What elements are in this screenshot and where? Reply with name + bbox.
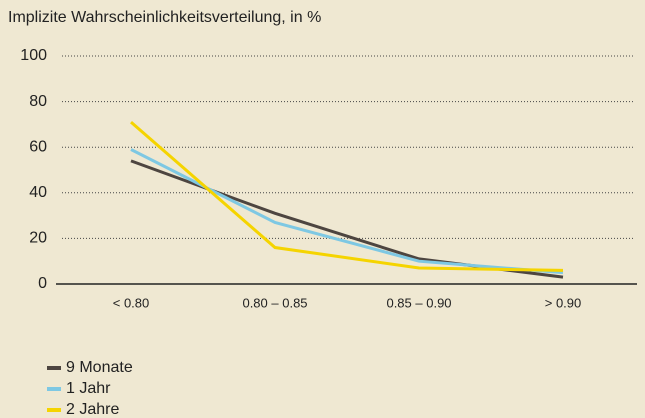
x-tick-label: 0.80 – 0.85 [242,295,307,310]
line-series [130,120,564,272]
chart-subtitle: Implizite Wahrscheinlichkeitsverteilung,… [8,9,321,26]
y-tick-label: 0 [38,275,47,292]
y-tick-label: 80 [29,93,47,110]
y-tick-label: 20 [29,230,47,247]
x-tick-label: < 0.80 [113,295,150,310]
legend-label: 2 Jahre [66,401,119,418]
legend-label: 9 Monate [66,359,133,376]
y-tick-label: 40 [29,184,47,201]
y-tick-label: 60 [29,138,47,155]
y-tick-label: 100 [20,47,47,64]
x-tick-label: > 0.90 [545,295,582,310]
x-tick-label: 0.85 – 0.90 [386,295,451,310]
legend-label: 1 Jahr [66,380,111,397]
